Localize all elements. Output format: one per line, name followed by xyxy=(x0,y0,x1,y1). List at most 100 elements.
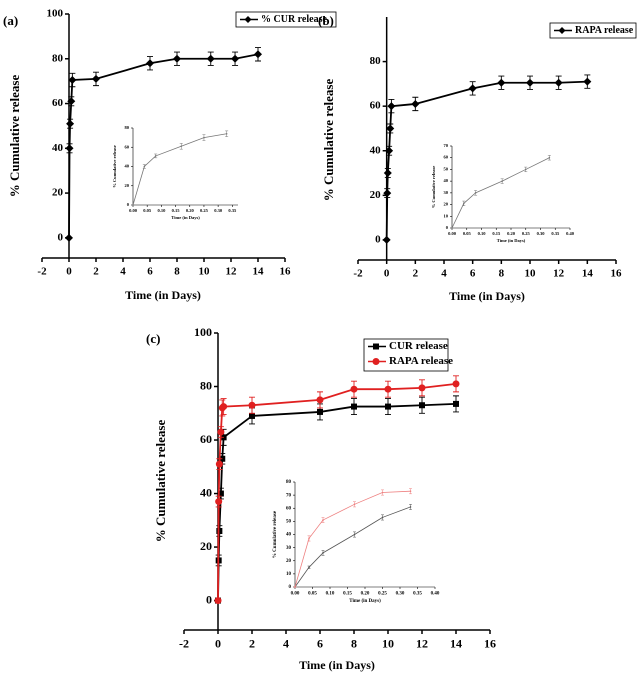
marker xyxy=(220,403,228,411)
y-tick-label: 40 xyxy=(125,164,130,169)
marker xyxy=(217,490,224,497)
x-tick-label: 0.00 xyxy=(448,231,457,236)
marker xyxy=(526,78,534,87)
panel: -2 0 2 4 6 8 10 12 14 16 0 20 40 60 80 Time (in Days) % … xyxy=(321,17,622,303)
x-axis-label: Time (in Days) xyxy=(125,288,201,302)
x-tick-label: 0 xyxy=(384,267,390,279)
x-tick-label: 0.40 xyxy=(431,592,440,597)
y-tick-label: 0 xyxy=(58,231,64,243)
marker xyxy=(554,78,563,87)
marker xyxy=(583,77,592,86)
x-tick-label: 6 xyxy=(147,265,153,277)
series-line xyxy=(132,133,227,206)
y-tick-label: 60 xyxy=(444,155,449,160)
y-tick-label: 40 xyxy=(444,178,449,183)
y-tick-label: 20 xyxy=(286,559,292,564)
x-tick-label: 10 xyxy=(382,637,394,651)
marker xyxy=(419,402,425,409)
marker xyxy=(217,428,225,436)
y-tick-label: 20 xyxy=(52,187,64,199)
x-tick-label: 0.30 xyxy=(537,231,546,236)
marker xyxy=(65,233,73,242)
marker xyxy=(353,503,356,506)
x-tick-label: 2 xyxy=(93,265,99,277)
y-tick-label: 0 xyxy=(375,233,381,245)
y-tick-label: 60 xyxy=(52,97,64,109)
x-tick-label: 0.25 xyxy=(378,592,387,597)
x-tick-label: 0.15 xyxy=(492,231,501,236)
x-tick-label: 0.20 xyxy=(361,592,370,597)
x-tick-label: 0 xyxy=(215,637,221,651)
marker xyxy=(468,84,477,93)
y-tick-label: 30 xyxy=(286,546,292,551)
marker xyxy=(322,519,324,521)
panel-label: (a) xyxy=(3,13,18,28)
marker xyxy=(387,102,396,111)
inset: 0.00 0.05 0.10 0.15 0.20 0.25 0.30 0.35 0.40 0 10 2… xyxy=(273,480,440,604)
marker xyxy=(231,54,240,63)
y-tick-label: 60 xyxy=(370,100,382,112)
y-tick-label: 70 xyxy=(286,493,292,498)
marker xyxy=(254,50,262,59)
x-tick-label: 8 xyxy=(174,265,180,277)
x-tick-label: -2 xyxy=(37,265,47,277)
marker xyxy=(203,136,205,139)
x-tick-label: 0.05 xyxy=(463,231,472,236)
marker xyxy=(351,403,357,410)
y-tick-label: 10 xyxy=(444,213,449,218)
x-axis-label: Time (in Days) xyxy=(349,599,381,604)
y-axis-label: % Cumulative release xyxy=(321,79,336,202)
x-tick-label: 0.05 xyxy=(143,208,152,213)
marker xyxy=(92,74,100,83)
marker xyxy=(225,132,228,135)
y-tick-label: 40 xyxy=(200,485,212,499)
inset: 0.00 0.05 0.10 0.15 0.20 0.25 0.30 0.35 0 20 40 60 8… xyxy=(112,125,238,220)
marker xyxy=(65,144,74,153)
x-tick-label: 14 xyxy=(450,637,462,651)
x-tick-label: 12 xyxy=(226,265,238,277)
y-tick-label: 70 xyxy=(444,143,449,148)
marker xyxy=(452,380,460,388)
x-tick-label: 8 xyxy=(499,267,505,279)
y-axis-label: % Cumulative release xyxy=(273,510,278,558)
x-tick-label: 0.10 xyxy=(478,231,487,236)
x-tick-label: 0.20 xyxy=(507,231,516,236)
x-tick-label: 0.15 xyxy=(172,208,181,213)
marker xyxy=(381,516,384,519)
x-tick-label: 0.00 xyxy=(129,208,138,213)
x-tick-label: 0.30 xyxy=(396,592,405,597)
y-axis-label: % Cumulative release xyxy=(431,166,436,208)
marker xyxy=(474,192,477,194)
series-line xyxy=(294,490,411,588)
x-tick-label: 10 xyxy=(199,265,211,277)
marker xyxy=(67,97,76,106)
y-tick-label: 10 xyxy=(286,572,292,577)
x-tick-label: 0.10 xyxy=(326,592,335,597)
marker xyxy=(350,385,358,393)
x-tick-label: 0.20 xyxy=(186,208,195,213)
x-tick-label: 0.35 xyxy=(551,231,560,236)
marker xyxy=(383,169,392,178)
x-axis-label: Time (in Days) xyxy=(449,289,525,303)
x-tick-label: -2 xyxy=(179,637,189,651)
y-tick-label: 40 xyxy=(52,142,64,154)
x-tick-label: 0.30 xyxy=(214,208,223,213)
marker xyxy=(154,155,157,157)
marker xyxy=(180,145,183,148)
marker xyxy=(385,146,394,155)
x-tick-label: 6 xyxy=(470,267,476,279)
x-tick-label: 0.15 xyxy=(343,592,352,597)
marker xyxy=(524,168,527,171)
x-tick-label: 12 xyxy=(553,267,565,279)
y-tick-label: 80 xyxy=(52,52,64,64)
marker xyxy=(501,180,503,182)
y-tick-label: 0 xyxy=(127,202,130,207)
series-line xyxy=(451,157,550,229)
marker xyxy=(132,204,134,206)
y-tick-label: 60 xyxy=(286,506,292,511)
marker xyxy=(215,498,223,506)
x-tick-label: 2 xyxy=(413,267,419,279)
marker xyxy=(248,401,256,409)
